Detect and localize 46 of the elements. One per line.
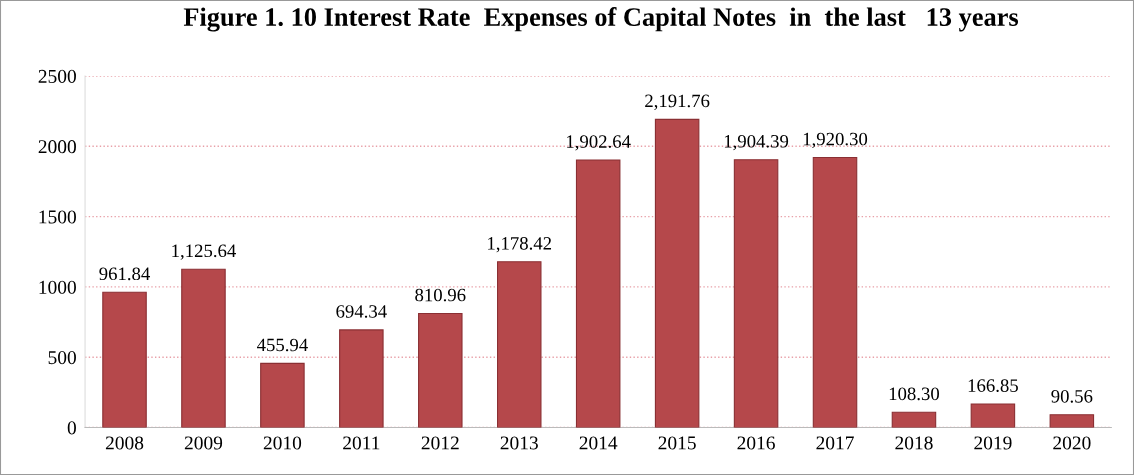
data-label: 1,125.64 [172,244,236,260]
bar [654,118,700,428]
x-tick-label: 2020 [1053,436,1091,450]
bar [733,159,779,428]
x-tick-label: 2014 [579,436,618,450]
bar [891,411,937,428]
bar [260,362,305,428]
data-label: 166.85 [968,379,1018,392]
bar [970,403,1016,428]
bar [418,312,463,428]
y-tick-label: 1500 [39,210,76,224]
y-tick-label: 2500 [38,69,76,83]
data-label: 2,191.76 [645,94,710,110]
data-label: 90.56 [1051,389,1093,403]
bar [496,261,542,428]
data-label: 1,904.39 [724,134,789,151]
data-label: 694.34 [336,305,387,318]
data-label: 810.96 [415,288,466,302]
bar [339,329,384,428]
data-label: 1,178.42 [488,237,552,253]
y-tick-label: 2000 [38,140,76,154]
bar [812,156,858,428]
x-tick-label: 2012 [421,436,459,450]
x-tick-label: 2013 [500,436,538,450]
x-tick-label: 2017 [816,436,854,450]
x-tick-label: 2016 [737,436,775,450]
y-tick-label: 1000 [39,280,76,294]
bar [102,291,147,428]
x-tick-label: 2010 [263,436,302,450]
x-tick-label: 2019 [974,436,1012,450]
x-tick-label: 2008 [105,436,144,450]
chart-title: Figure 1. 10 Interest Rate Expenses of Capital Notes in the last 13 years [183,7,1019,32]
x-tick-label: 2011 [343,436,380,450]
bar [1049,414,1095,428]
bar [575,159,621,428]
data-label: 1,902.64 [567,135,631,151]
data-label: 961.84 [99,267,151,281]
x-tick-label: 2018 [895,436,933,450]
x-tick-label: 2009 [184,436,223,450]
x-tick-label: 2015 [658,436,696,450]
y-tick-label: 500 [48,351,76,365]
bar [181,268,226,428]
y-tick-label: 0 [67,421,76,435]
data-label: 455.94 [256,338,308,352]
data-label: 108.30 [889,387,940,401]
data-label: 1,920.30 [803,132,868,149]
